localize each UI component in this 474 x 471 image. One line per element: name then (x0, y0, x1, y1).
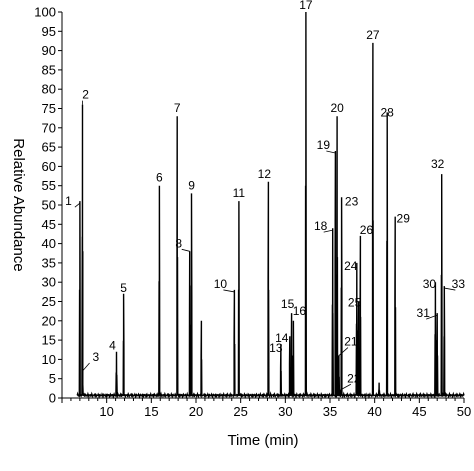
peak-labels: 1234567891011121314151617181920212223242… (65, 0, 466, 391)
y-tick-label: 25 (42, 294, 56, 309)
y-tick-label: 100 (34, 5, 56, 20)
y-tick-label: 55 (42, 178, 56, 193)
peak-leader-line (82, 362, 90, 372)
y-tick-label: 30 (42, 275, 56, 290)
peak-label-26: 26 (360, 223, 374, 237)
y-tick-label: 65 (42, 140, 56, 155)
peak-leader-line (338, 347, 349, 356)
x-tick-label: 45 (412, 404, 426, 419)
peak-label-1: 1 (65, 194, 72, 208)
y-tick-label: 5 (49, 371, 56, 386)
peak-label-20: 20 (330, 101, 344, 115)
y-tick-label: 20 (42, 313, 56, 328)
y-tick-label: 0 (49, 391, 56, 406)
peak-label-22: 22 (347, 371, 361, 385)
peak-leader-line (444, 287, 456, 291)
y-tick-label: 50 (42, 198, 56, 213)
peak-label-30: 30 (423, 277, 437, 291)
x-tick-label: 15 (144, 404, 158, 419)
peak-label-19: 19 (317, 138, 331, 152)
y-ticks: 0 5 10 15 20 25 30 35 40 45 50 55 60 65 70 75 80 85 90 95 10… (34, 5, 62, 406)
y-tick-label: 10 (42, 352, 56, 367)
x-tick-label: 40 (367, 404, 381, 419)
peak-label-7: 7 (174, 101, 181, 115)
y-tick-label: 60 (42, 159, 56, 174)
peak-label-9: 9 (188, 178, 195, 192)
peak-label-27: 27 (366, 28, 380, 42)
peak-label-18: 18 (314, 219, 328, 233)
y-tick-label: 85 (42, 62, 56, 77)
peak-label-29: 29 (397, 212, 411, 226)
peak-leader-line (326, 150, 336, 154)
peak-label-10: 10 (214, 277, 228, 291)
peak-leader-line (339, 383, 352, 391)
y-tick-label: 15 (42, 333, 56, 348)
peak-label-2: 2 (82, 88, 89, 102)
peak-leader-line (223, 289, 235, 293)
axes (61, 12, 464, 399)
peak-leader-line (426, 314, 438, 320)
x-ticks: 10 15 20 25 30 35 40 45 50 (61, 398, 471, 419)
y-tick-label: 35 (42, 255, 56, 270)
x-tick-label: 35 (323, 404, 337, 419)
peak-label-23: 23 (345, 194, 359, 208)
chromatogram-trace (76, 11, 465, 400)
x-axis-title: Time (min) (227, 432, 298, 449)
peak-label-32: 32 (431, 157, 445, 171)
x-tick-label: 50 (457, 404, 471, 419)
x-tick-label: 30 (278, 404, 292, 419)
peak-leader-line (74, 202, 81, 208)
y-tick-label: 95 (42, 24, 56, 39)
y-tick-label: 70 (42, 120, 56, 135)
peak-label-11: 11 (233, 186, 246, 200)
y-tick-label: 80 (42, 82, 56, 97)
y-tick-label: 45 (42, 217, 56, 232)
peak-label-33: 33 (452, 277, 466, 291)
peak-label-24: 24 (344, 259, 358, 273)
peak-label-16: 16 (293, 304, 307, 318)
peak-label-3: 3 (93, 350, 100, 364)
peak-leader-line (323, 229, 333, 233)
peak-label-5: 5 (120, 281, 127, 295)
x-tick-label: 20 (189, 404, 203, 419)
peak-label-21: 21 (344, 335, 358, 349)
peak-label-14: 14 (275, 331, 289, 345)
peak-label-25: 25 (348, 296, 362, 310)
y-tick-label: 75 (42, 101, 56, 116)
x-tick-label: 10 (99, 404, 113, 419)
peak-label-28: 28 (380, 105, 394, 119)
peak-label-17: 17 (299, 0, 313, 12)
peak-label-15: 15 (281, 297, 295, 311)
peak-label-8: 8 (175, 236, 182, 250)
y-tick-label: 90 (42, 43, 56, 58)
y-axis-title: Relative Abundance (10, 138, 27, 271)
peak-label-13: 13 (269, 341, 283, 355)
peak-label-6: 6 (156, 171, 163, 185)
x-tick-label: 25 (233, 404, 247, 419)
peak-label-12: 12 (258, 167, 272, 181)
peak-label-31: 31 (417, 306, 431, 320)
peak-label-4: 4 (109, 339, 116, 353)
peak-leader-line (181, 248, 190, 252)
y-tick-label: 40 (42, 236, 56, 251)
